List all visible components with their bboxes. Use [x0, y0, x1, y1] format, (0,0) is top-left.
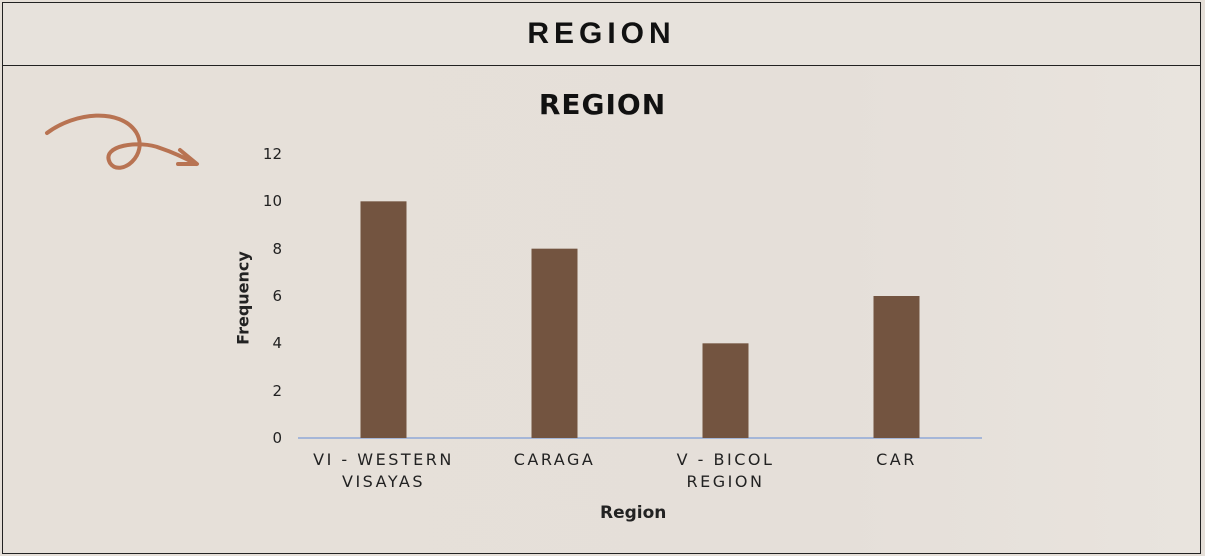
header-title: REGION — [527, 17, 676, 50]
chart-title: REGION — [538, 88, 667, 121]
panel — [2, 66, 1201, 554]
y-tick-label: 4 — [272, 334, 282, 353]
bar — [702, 343, 749, 438]
bar — [873, 296, 920, 438]
header: REGION — [2, 2, 1201, 66]
x-tick-label: VI - WESTERN VISAYAS — [313, 450, 454, 491]
x-tick-label: CAR — [876, 450, 917, 469]
y-axis-label: Frequency — [233, 251, 253, 345]
y-tick-label: 0 — [272, 429, 282, 447]
x-tick-label: CARAGA — [513, 450, 596, 469]
y-tick-label: 8 — [272, 239, 282, 258]
y-tick-label: 10 — [262, 192, 282, 211]
y-tick-label: 12 — [262, 145, 282, 163]
bar — [360, 201, 407, 438]
x-tick-label: V - BICOL REGION — [676, 450, 775, 491]
decorative-arrow — [45, 113, 199, 170]
y-tick-label: 6 — [272, 287, 282, 305]
bar — [531, 248, 578, 438]
x-axis-label: Region — [600, 503, 667, 523]
y-tick-label: 2 — [272, 381, 282, 400]
